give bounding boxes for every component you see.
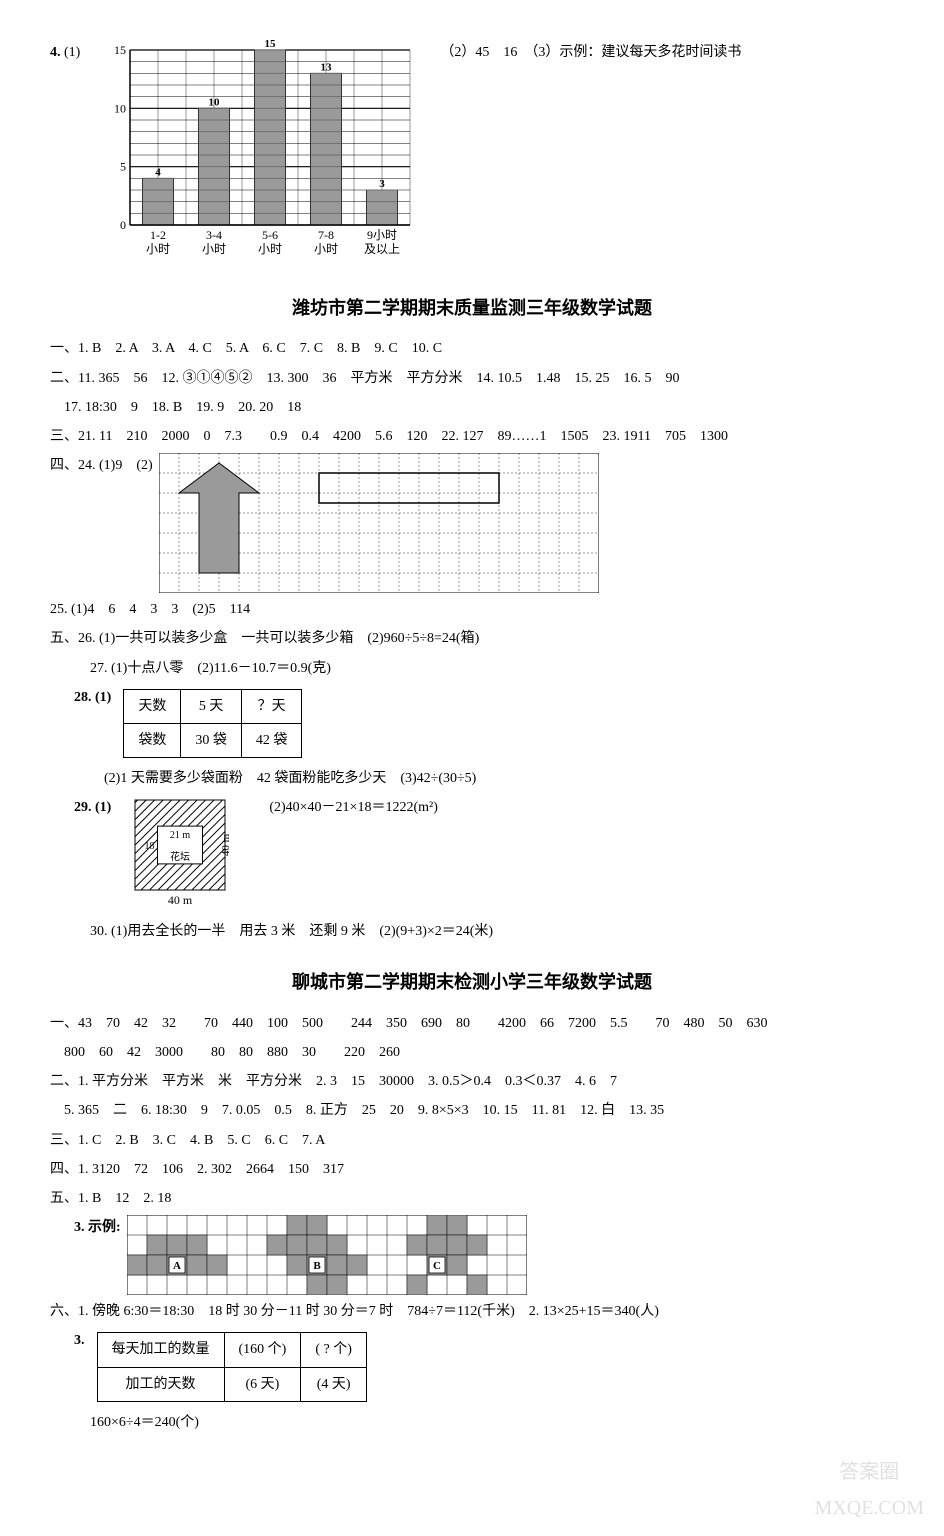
q25: 25. (1)4 6 4 3 3 (2)5 114	[50, 597, 894, 622]
answer-line: 二、1. 平方分米 平方米 米 平方分米 2. 3 15 30000 3. 0.…	[50, 1069, 894, 1094]
svg-text:3: 3	[380, 178, 386, 190]
answer-line: 五、1. B 12 2. 18	[50, 1186, 894, 1211]
q29-label: 29. (1)	[50, 795, 111, 820]
svg-text:小时: 小时	[146, 242, 170, 256]
q28-part2: (2)1 天需要多少袋面粉 42 袋面粉能吃多少天 (3)42÷(30÷5)	[50, 766, 894, 791]
q24-grid-figure	[159, 453, 599, 593]
table-cell: 每天加工的数量	[97, 1333, 224, 1367]
svg-text:7-8: 7-8	[318, 228, 334, 242]
table-cell: 30 袋	[181, 723, 242, 757]
svg-text:A: A	[173, 1260, 181, 1272]
answer-line: 800 60 42 3000 80 80 880 30 220 260	[50, 1040, 894, 1065]
q30: 30. (1)用去全长的一半 用去 3 米 还剩 9 米 (2)(9+3)×2＝…	[50, 919, 894, 944]
lc-q3-row: 3. 示例: A B C	[50, 1215, 894, 1295]
q28-row: 28. (1) 天数5 天？天袋数30 袋42 袋	[50, 685, 894, 762]
answer-line: 一、1. B 2. A 3. A 4. C 5. A 6. C 7. C 8. …	[50, 336, 894, 361]
watermark: 答案圈 MXQE.COM	[815, 1454, 924, 1526]
q29-row: 29. (1) 21 m 花坛 18 40 m 40 m (2)40×40－21×18＝…	[50, 795, 894, 915]
answer-line: 三、1. C 2. B 3. C 4. B 5. C 6. C 7. A	[50, 1128, 894, 1153]
q4-sub1: (1)	[64, 45, 80, 60]
lc-q6-1: 六、1. 傍晚 6:30＝18:30 18 时 30 分－11 时 30 分＝7…	[50, 1299, 894, 1324]
answer-line: 二、11. 365 56 12. ③①④⑤② 13. 300 36 平方米 平方…	[50, 366, 894, 391]
answer-line: 5. 365 二 6. 18:30 9 7. 0.05 0.5 8. 正方 25…	[50, 1098, 894, 1123]
svg-text:0: 0	[120, 218, 126, 232]
lc-q3b-row: 3. 每天加工的数量(160 个)( ? 个) 加工的天数(6 天)(4 天)	[50, 1328, 894, 1405]
weifang-title: 潍坊市第二学期期末质量监测三年级数学试题	[50, 292, 894, 324]
svg-text:及以上: 及以上	[364, 242, 400, 256]
q29-text: (2)40×40－21×18＝1222(m²)	[269, 795, 438, 820]
svg-text:15: 15	[265, 40, 277, 50]
bar-chart: 05101541-2小时103-4小时155-6小时137-8小时39小时及以上	[100, 40, 420, 270]
liaocheng-title: 聊城市第二学期期末检测小学三年级数学试题	[50, 966, 894, 998]
q4-label-col: 4. (1)	[50, 40, 80, 65]
q4-row: 4. (1) 05101541-2小时103-4小时155-6小时137-8小时…	[50, 40, 894, 270]
table-cell: 42 袋	[241, 723, 302, 757]
svg-text:5: 5	[120, 160, 126, 174]
q4-right-note: （2）45 16 （3）示例：建议每天多花时间读书	[440, 40, 894, 65]
answer-line: 四、1. 3120 72 106 2. 302 2664 150 317	[50, 1157, 894, 1182]
svg-text:21 m: 21 m	[170, 830, 191, 841]
table-cell: 天数	[124, 689, 181, 723]
lc-q3b-table: 每天加工的数量(160 个)( ? 个) 加工的天数(6 天)(4 天)	[97, 1332, 367, 1401]
table-cell: 袋数	[124, 723, 181, 757]
svg-text:40 m: 40 m	[168, 893, 193, 907]
svg-text:10: 10	[209, 96, 221, 108]
svg-text:1-2: 1-2	[150, 228, 166, 242]
svg-text:小时: 小时	[314, 242, 338, 256]
svg-text:花坛: 花坛	[170, 850, 190, 863]
svg-text:10: 10	[114, 101, 126, 115]
svg-text:4: 4	[156, 166, 162, 178]
table-cell: ( ? 个)	[301, 1333, 367, 1367]
svg-text:小时: 小时	[202, 242, 226, 256]
answer-line: 17. 18:30 9 18. B 19. 9 20. 20 18	[50, 395, 894, 420]
lc-q3-grid: A B C	[127, 1215, 527, 1295]
table-cell: 5 天	[181, 689, 242, 723]
answer-line: 三、21. 11 210 2000 0 7.3 0.9 0.4 4200 5.6…	[50, 424, 894, 449]
table-cell: (6 天)	[224, 1367, 301, 1401]
q29-figure: 21 m 花坛 18 40 m 40 m	[125, 795, 255, 915]
table-cell: ？天	[241, 689, 302, 723]
lc-q3b-label: 3.	[50, 1328, 85, 1353]
svg-text:B: B	[313, 1260, 321, 1272]
svg-text:13: 13	[321, 61, 333, 73]
q24-row: 四、24. (1)9 (2)	[50, 453, 894, 593]
liaocheng-answer-lines: 一、43 70 42 32 70 440 100 500 244 350 690…	[50, 1011, 894, 1211]
answer-line: 一、43 70 42 32 70 440 100 500 244 350 690…	[50, 1011, 894, 1036]
q24-prefix: 四、24. (1)9 (2)	[50, 453, 153, 478]
weifang-answer-lines: 一、1. B 2. A 3. A 4. C 5. A 6. C 7. C 8. …	[50, 336, 894, 449]
svg-text:5-6: 5-6	[262, 228, 278, 242]
svg-text:3-4: 3-4	[206, 228, 222, 242]
svg-text:18: 18	[145, 841, 155, 852]
table-cell: 加工的天数	[97, 1367, 224, 1401]
bar-chart-svg: 05101541-2小时103-4小时155-6小时137-8小时39小时及以上	[100, 40, 420, 270]
q26: 五、26. (1)一共可以装多少盒 一共可以装多少箱 (2)960÷5÷8=24…	[50, 626, 894, 651]
table-cell: (160 个)	[224, 1333, 301, 1367]
q28-table: 天数5 天？天袋数30 袋42 袋	[123, 689, 302, 758]
q4-number: 4.	[50, 45, 61, 60]
svg-text:15: 15	[114, 43, 126, 57]
svg-text:40 m: 40 m	[220, 834, 232, 857]
lc-q3b-calc: 160×6÷4＝240(个)	[50, 1410, 894, 1435]
q28-label: 28. (1)	[50, 685, 111, 710]
svg-text:C: C	[433, 1260, 441, 1272]
svg-text:小时: 小时	[258, 242, 282, 256]
q27: 27. (1)十点八零 (2)11.6－10.7＝0.9(克)	[50, 656, 894, 681]
table-cell: (4 天)	[301, 1367, 367, 1401]
svg-text:9小时: 9小时	[367, 228, 397, 242]
lc-q3-label: 3. 示例:	[50, 1215, 121, 1240]
